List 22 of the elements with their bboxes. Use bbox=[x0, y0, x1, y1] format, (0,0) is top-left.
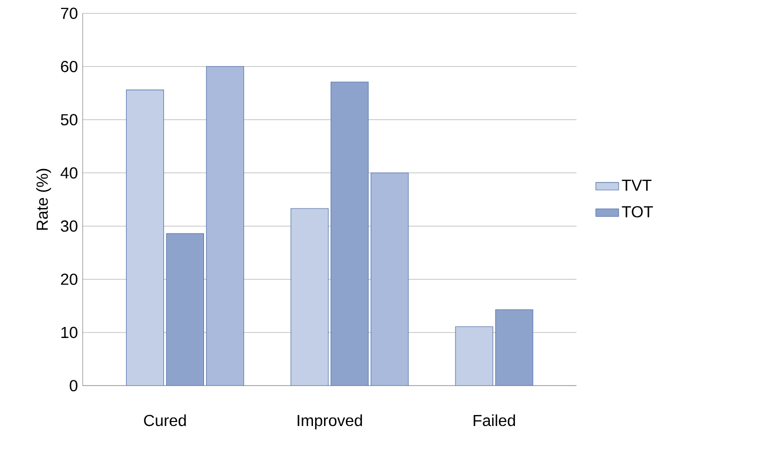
bar bbox=[206, 66, 244, 386]
bar bbox=[495, 309, 534, 386]
legend-label: TVT bbox=[622, 180, 652, 191]
y-axis-title: Rate (%) bbox=[36, 168, 52, 230]
bar bbox=[330, 82, 369, 386]
x-tick-label: Failed bbox=[474, 414, 515, 426]
y-tick-label: 10 bbox=[61, 326, 78, 338]
bar bbox=[126, 90, 164, 386]
bar bbox=[455, 326, 494, 386]
y-tick-label: 0 bbox=[70, 380, 78, 392]
y-tick-label: 70 bbox=[61, 8, 78, 19]
y-tick-label: 60 bbox=[61, 60, 78, 72]
x-tick-label: Improved bbox=[298, 414, 362, 430]
y-tick-label: 40 bbox=[60, 167, 78, 179]
y-tick-label: 20 bbox=[61, 274, 78, 285]
bar bbox=[290, 208, 329, 386]
legend-label: TOT bbox=[622, 206, 653, 218]
y-tick-label: 30 bbox=[60, 220, 78, 232]
x-tick-label: Cured bbox=[144, 414, 186, 426]
bar bbox=[166, 233, 204, 386]
bar bbox=[370, 172, 409, 386]
y-tick-label: 50 bbox=[60, 114, 78, 126]
